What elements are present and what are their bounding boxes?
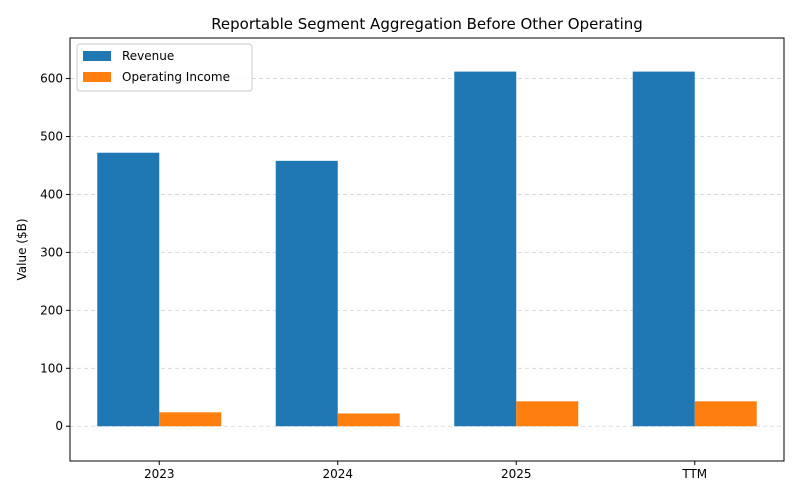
bar-operating-income-2025 [516, 401, 579, 427]
plot-frame [69, 37, 785, 462]
x-tick-label-2023: 2023 [144, 467, 175, 481]
y-tick-label-600: 600 [40, 72, 63, 86]
y-tick-label-400: 400 [40, 187, 63, 201]
x-axis: 2023 2024 2025 TTM [144, 461, 707, 481]
bar-revenue-2025 [454, 71, 517, 427]
y-axis: 0 100 200 300 400 500 600 [40, 72, 70, 433]
legend: Revenue Operating Income [76, 43, 253, 92]
x-tick-label-ttm: TTM [681, 467, 707, 481]
bars [97, 71, 757, 427]
bar-revenue-2023 [97, 152, 160, 427]
legend-label-revenue: Revenue [122, 49, 174, 63]
legend-box [76, 43, 253, 92]
bar-operating-income-2024 [337, 413, 400, 427]
bar-operating-income-2023 [159, 412, 222, 427]
bar-operating-income-ttm [694, 401, 757, 427]
x-tick-label-2024: 2024 [322, 467, 353, 481]
legend-swatch-revenue [83, 51, 111, 61]
bar-revenue-2024 [275, 160, 338, 427]
x-tick-label-2025: 2025 [501, 467, 532, 481]
chart-title: Reportable Segment Aggregation Before Ot… [211, 15, 643, 33]
bar-revenue-ttm [632, 71, 695, 427]
legend-label-operating-income: Operating Income [122, 70, 230, 84]
y-tick-label-300: 300 [40, 245, 63, 259]
y-tick-label-500: 500 [40, 130, 63, 144]
legend-swatch-operating-income [83, 72, 111, 82]
y-tick-label-100: 100 [40, 361, 63, 375]
y-tick-label-200: 200 [40, 303, 63, 317]
y-tick-label-0: 0 [55, 419, 63, 433]
y-axis-label: Value ($B) [15, 219, 29, 281]
